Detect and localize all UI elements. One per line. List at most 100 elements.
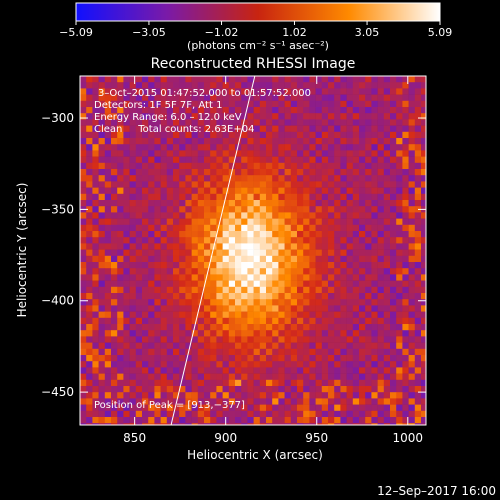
heatmap-cell [80,305,87,312]
heatmap-cell [365,348,372,356]
time-range-annotation: 3–Oct–2015 01:47:52.000 to 01:57:52.000 [98,88,311,99]
heatmap-cell [222,113,230,120]
heatmap-cell [117,212,124,219]
heatmap-cell [365,76,372,83]
heatmap-cell [142,336,149,343]
heatmap-cell [371,125,378,133]
heatmap-cell [104,293,112,300]
heatmap-cell [179,274,186,281]
heatmap-cell [303,162,310,170]
heatmap-cell [123,94,130,102]
heatmap-cell [185,379,192,387]
heatmap-cell [185,410,192,418]
heatmap-cell [315,119,323,126]
heatmap-cell [421,94,426,102]
heatmap-cell [185,262,192,269]
heatmap-cell [309,138,316,145]
heatmap-cell [315,342,323,350]
heatmap-cell [135,113,143,120]
heatmap-cell [266,76,273,83]
heatmap-cell [272,330,279,337]
heatmap-cell [185,367,192,374]
heatmap-cell [272,138,279,145]
heatmap-cell [166,330,174,337]
heatmap-cell [123,348,130,356]
heatmap-cell [284,361,292,368]
heatmap-cell [346,386,354,393]
heatmap-cell [303,125,310,133]
heatmap-cell [98,144,106,151]
heatmap-cell [135,330,143,337]
heatmap-cell [98,392,106,399]
heatmap-cell [315,218,323,226]
heatmap-cell [334,224,341,232]
heatmap-cell [421,138,426,145]
heatmap-cell [340,392,347,399]
heatmap-cell [328,100,335,108]
heatmap-cell [359,293,366,300]
heatmap-cell [204,218,211,226]
heatmap-cell [284,324,292,331]
heatmap-cell [241,224,248,232]
heatmap-cell [135,224,143,232]
heatmap-cell [266,150,273,157]
heatmap-cell [160,107,168,114]
heatmap-cell [92,386,99,393]
heatmap-cell [297,76,304,83]
heatmap-cell [142,94,149,102]
heatmap-cell [173,280,180,288]
heatmap-cell [197,224,205,232]
heatmap-cell [253,150,261,157]
heatmap-cell [241,361,248,368]
heatmap-cell [210,113,217,120]
heatmap-cell [359,361,366,368]
heatmap-cell [247,119,254,126]
heatmap-cell [421,169,426,176]
heatmap-cell [123,336,130,343]
heatmap-cell [309,423,316,425]
heatmap-cell [303,317,310,325]
heatmap-cell [166,212,174,219]
heatmap-cell [142,367,149,374]
heatmap-cell [129,162,137,170]
heatmap-cell [359,94,366,102]
heatmap-cell [414,100,422,108]
heatmap-cell [321,268,329,275]
heatmap-cell [309,268,316,275]
heatmap-cell [352,113,360,120]
heatmap-cell [365,311,372,319]
heatmap-cell [377,175,385,182]
heatmap-cell [303,355,310,362]
heatmap-cell [148,150,155,157]
heatmap-cell [340,274,347,281]
heatmap-cell [98,175,106,182]
heatmap-cell [117,342,124,350]
heatmap-cell [204,76,211,83]
heatmap-cell [365,330,372,337]
heatmap-cell [117,423,124,425]
heatmap-cell [346,286,354,294]
heatmap-cell [365,131,372,139]
heatmap-cell [377,286,385,294]
heatmap-cell [111,361,118,368]
heatmap-cell [253,193,261,201]
heatmap-cell [111,342,118,350]
heatmap-cell [197,212,205,219]
heatmap-cell [303,94,310,102]
heatmap-cell [117,113,124,120]
heatmap-cell [352,324,360,331]
heatmap-cell [148,119,155,126]
heatmap-cell [303,386,310,393]
heatmap-cell [321,262,329,269]
heatmap-cell [86,305,93,312]
heatmap-cell [185,181,192,188]
heatmap-cell [272,417,279,424]
heatmap-cell [365,410,372,418]
heatmap-cell [160,392,168,399]
heatmap-cell [191,224,199,232]
heatmap-cell [421,293,426,300]
heatmap-cell [222,243,230,250]
heatmap-cell [117,206,124,213]
heatmap-cell [266,268,273,275]
heatmap-cell [86,107,93,114]
